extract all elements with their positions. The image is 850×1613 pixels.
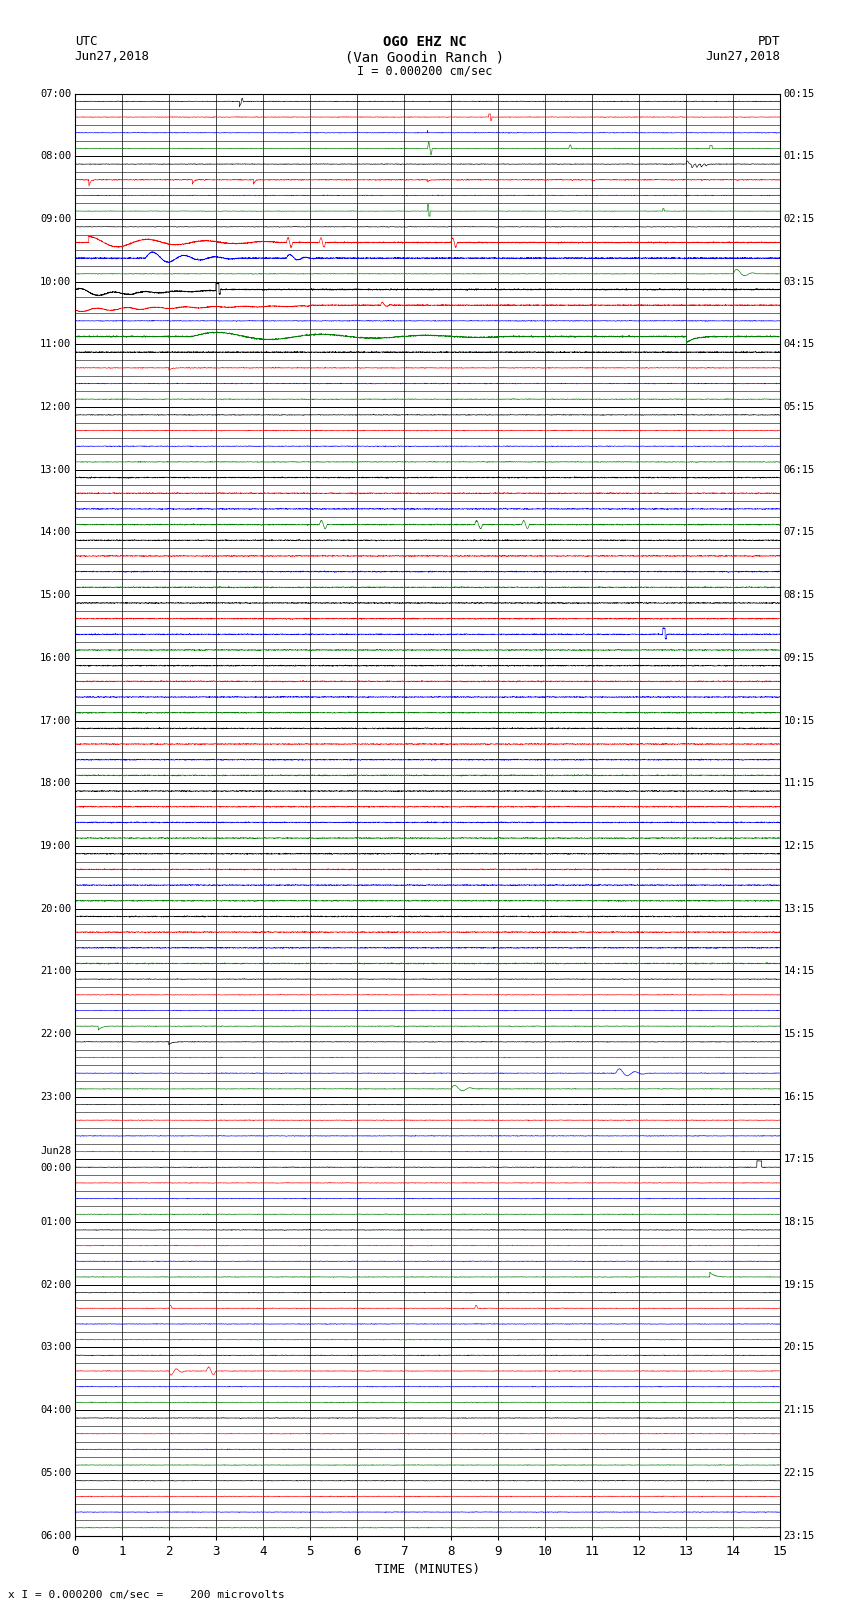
Text: 21:15: 21:15	[784, 1405, 815, 1415]
Text: 18:00: 18:00	[40, 777, 71, 789]
Text: 20:00: 20:00	[40, 903, 71, 913]
Text: 17:00: 17:00	[40, 716, 71, 726]
Text: 03:15: 03:15	[784, 277, 815, 287]
Text: 12:00: 12:00	[40, 402, 71, 411]
Text: 11:15: 11:15	[784, 777, 815, 789]
Text: (Van Goodin Ranch ): (Van Goodin Ranch )	[345, 50, 505, 65]
Text: 19:15: 19:15	[784, 1279, 815, 1290]
Text: 21:00: 21:00	[40, 966, 71, 976]
Text: 13:15: 13:15	[784, 903, 815, 913]
Text: 02:00: 02:00	[40, 1279, 71, 1290]
Text: 08:00: 08:00	[40, 152, 71, 161]
Text: OGO EHZ NC: OGO EHZ NC	[383, 35, 467, 50]
Text: 04:15: 04:15	[784, 339, 815, 350]
Text: 08:15: 08:15	[784, 590, 815, 600]
Text: 05:00: 05:00	[40, 1468, 71, 1478]
Text: Jun27,2018: Jun27,2018	[75, 50, 150, 63]
Text: 06:00: 06:00	[40, 1531, 71, 1540]
Text: 17:15: 17:15	[784, 1155, 815, 1165]
Text: 01:00: 01:00	[40, 1218, 71, 1227]
Text: 04:00: 04:00	[40, 1405, 71, 1415]
Text: 23:00: 23:00	[40, 1092, 71, 1102]
Text: 22:15: 22:15	[784, 1468, 815, 1478]
Text: 16:15: 16:15	[784, 1092, 815, 1102]
Text: 05:15: 05:15	[784, 402, 815, 411]
Text: PDT: PDT	[758, 35, 780, 48]
Text: 03:00: 03:00	[40, 1342, 71, 1352]
Text: 00:15: 00:15	[784, 89, 815, 98]
X-axis label: TIME (MINUTES): TIME (MINUTES)	[375, 1563, 480, 1576]
Text: 14:00: 14:00	[40, 527, 71, 537]
Text: 09:00: 09:00	[40, 215, 71, 224]
Text: Jun27,2018: Jun27,2018	[706, 50, 780, 63]
Text: 18:15: 18:15	[784, 1218, 815, 1227]
Text: 10:15: 10:15	[784, 716, 815, 726]
Text: I = 0.000200 cm/sec: I = 0.000200 cm/sec	[357, 65, 493, 77]
Text: 15:15: 15:15	[784, 1029, 815, 1039]
Text: x I = 0.000200 cm/sec =    200 microvolts: x I = 0.000200 cm/sec = 200 microvolts	[8, 1590, 286, 1600]
Text: UTC: UTC	[75, 35, 97, 48]
Text: 11:00: 11:00	[40, 339, 71, 350]
Text: 06:15: 06:15	[784, 465, 815, 474]
Text: Jun28: Jun28	[40, 1147, 71, 1157]
Text: 16:00: 16:00	[40, 653, 71, 663]
Text: 00:00: 00:00	[40, 1163, 71, 1173]
Text: 15:00: 15:00	[40, 590, 71, 600]
Text: 12:15: 12:15	[784, 840, 815, 852]
Text: 07:00: 07:00	[40, 89, 71, 98]
Text: 09:15: 09:15	[784, 653, 815, 663]
Text: 19:00: 19:00	[40, 840, 71, 852]
Text: 20:15: 20:15	[784, 1342, 815, 1352]
Text: 07:15: 07:15	[784, 527, 815, 537]
Text: 01:15: 01:15	[784, 152, 815, 161]
Text: 10:00: 10:00	[40, 277, 71, 287]
Text: 23:15: 23:15	[784, 1531, 815, 1540]
Text: 13:00: 13:00	[40, 465, 71, 474]
Text: 22:00: 22:00	[40, 1029, 71, 1039]
Text: 14:15: 14:15	[784, 966, 815, 976]
Text: 02:15: 02:15	[784, 215, 815, 224]
